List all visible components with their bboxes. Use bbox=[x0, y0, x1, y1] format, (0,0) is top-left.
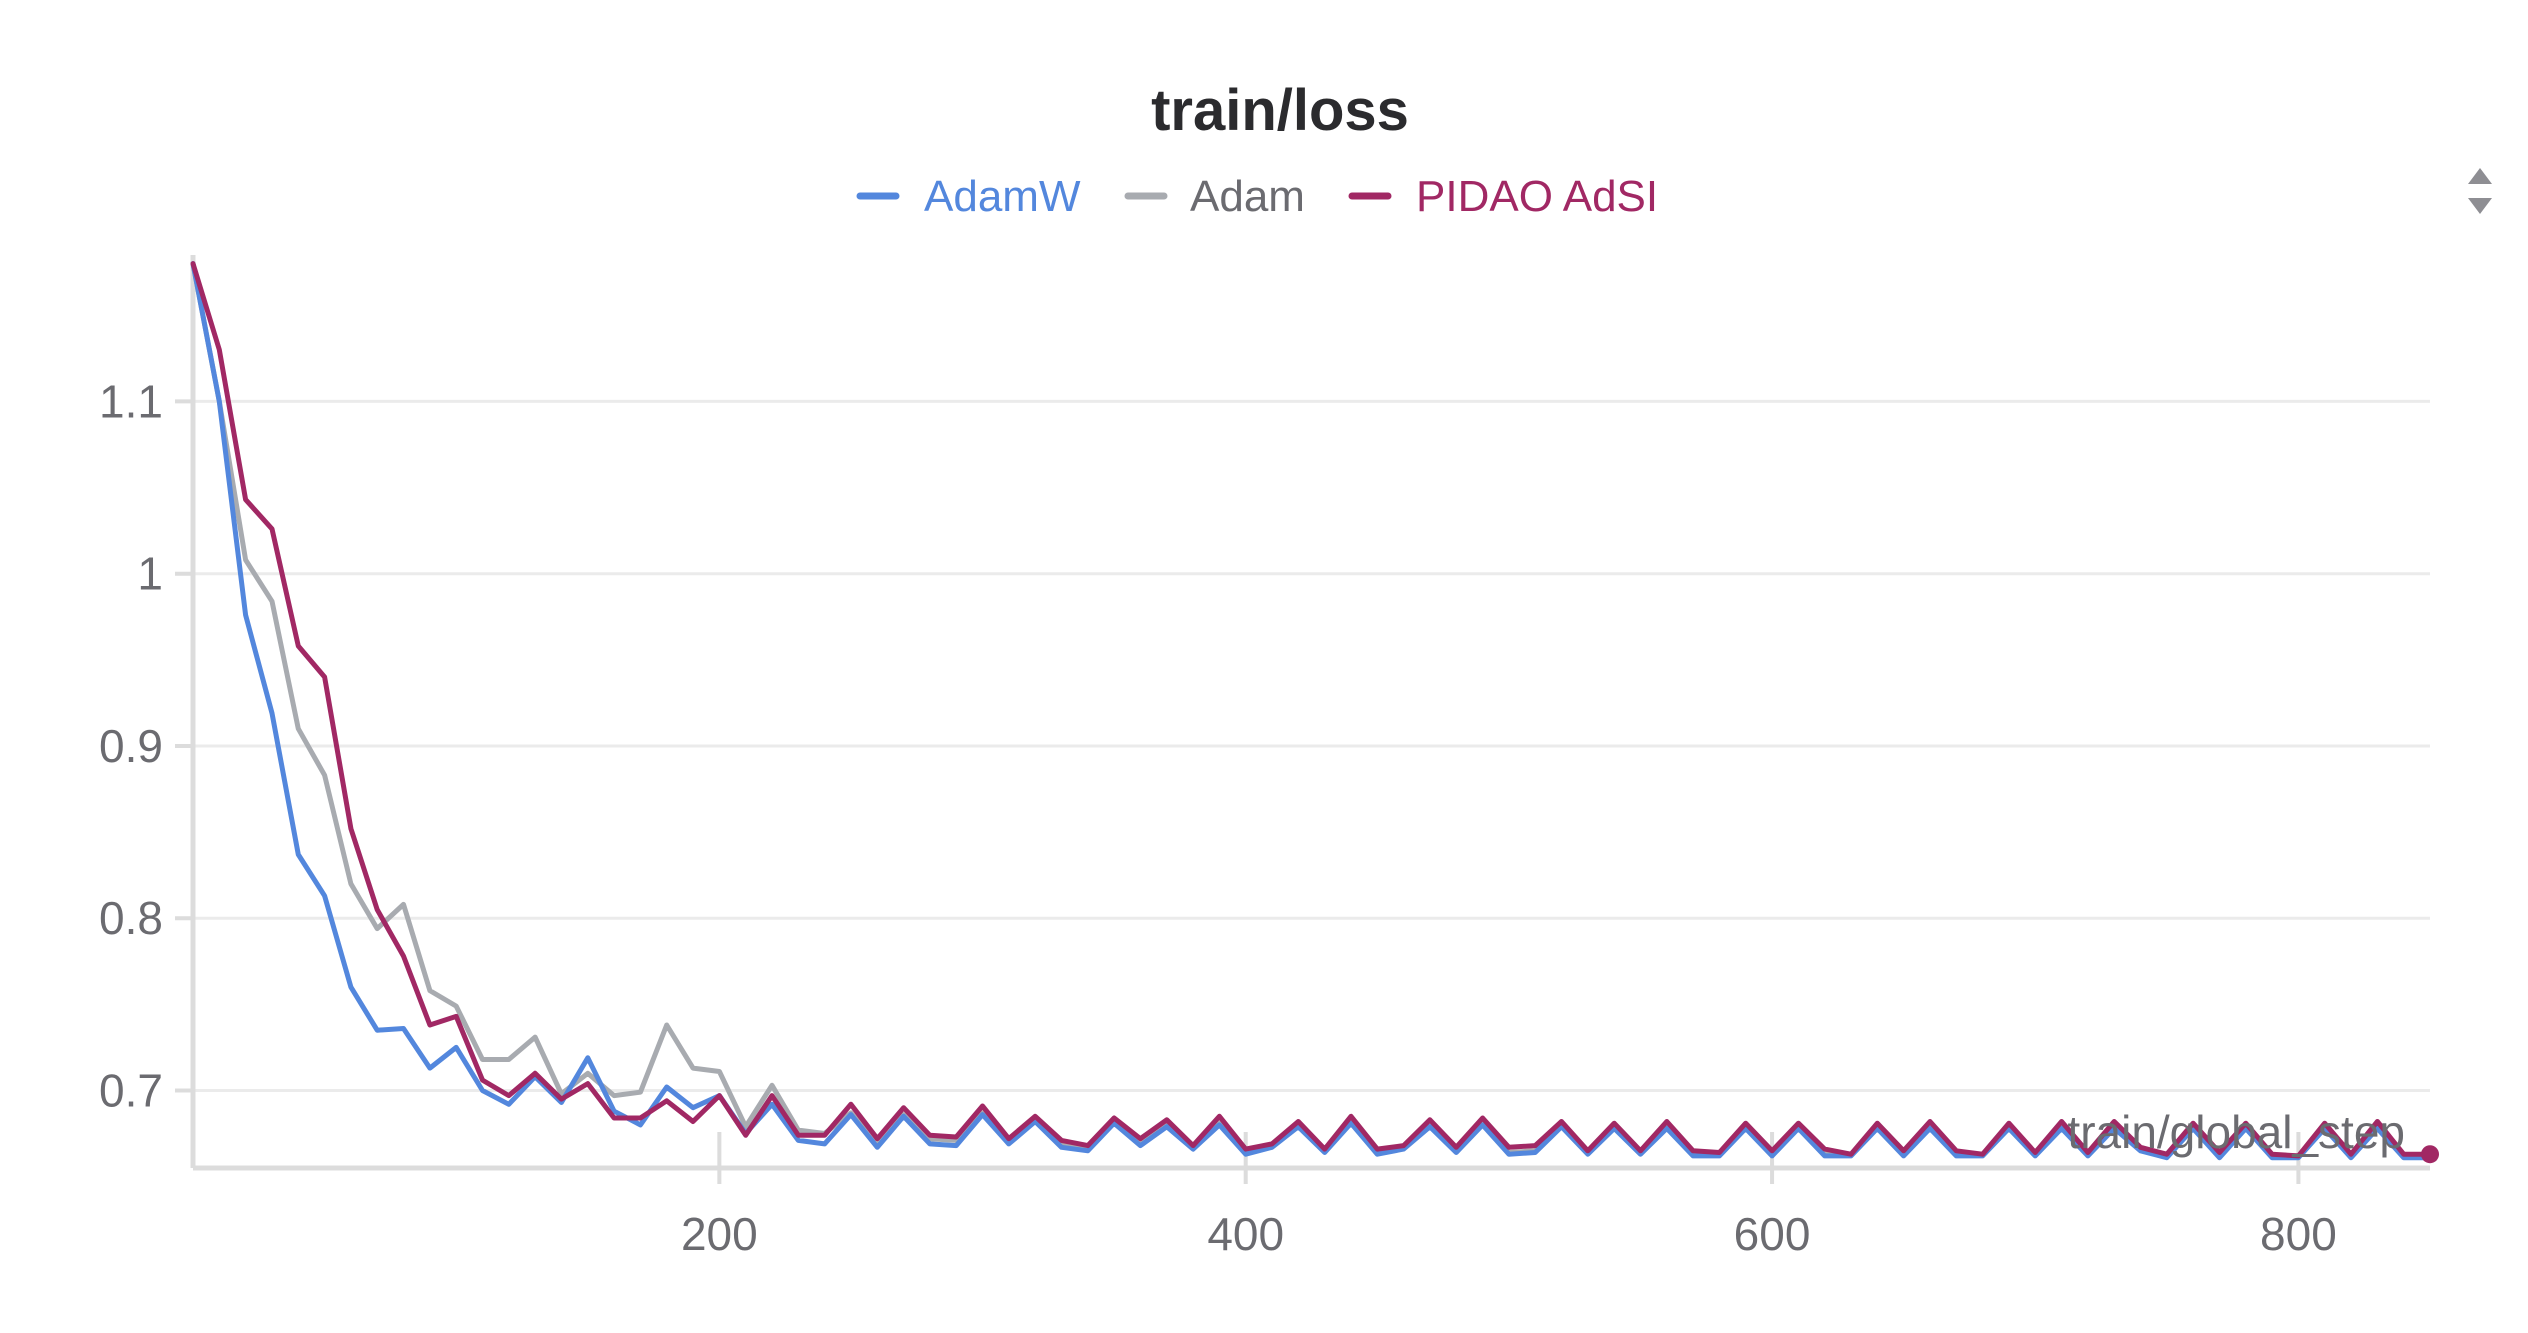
series-line-adamw bbox=[190, 261, 2433, 1161]
x-tick-label: 400 bbox=[1207, 1208, 1284, 1260]
legend-item-adam[interactable]: Adam bbox=[1124, 172, 1305, 221]
y-tick-label: 1 bbox=[137, 548, 163, 600]
grid bbox=[193, 399, 2430, 1092]
series bbox=[190, 261, 2439, 1164]
legend-label-adamw: AdamW bbox=[924, 172, 1081, 221]
series-line-adam bbox=[190, 261, 2433, 1159]
x-tick-label: 200 bbox=[681, 1208, 758, 1260]
chart-title: train/loss bbox=[1151, 78, 1409, 143]
legend-item-pidao-adsi[interactable]: PIDAO AdSI bbox=[1348, 172, 1658, 221]
y-tick-label: 0.8 bbox=[99, 892, 163, 944]
legend-item-adamw[interactable]: AdamW bbox=[856, 172, 1081, 221]
legend-label-adam: Adam bbox=[1190, 172, 1305, 221]
legend: AdamW Adam PIDAO AdSI bbox=[856, 172, 1658, 221]
y-tick-label: 1.1 bbox=[99, 375, 163, 427]
series-end-point bbox=[2421, 1145, 2439, 1164]
y-tick-label: 0.7 bbox=[99, 1064, 163, 1116]
sort-arrows-icon[interactable] bbox=[2468, 168, 2492, 214]
axes: 0.7 0.8 0.9 1 1.1 200 400 600 800 bbox=[99, 255, 2430, 1260]
x-tick-label: 600 bbox=[1734, 1208, 1811, 1260]
y-tick-label: 0.9 bbox=[99, 720, 163, 772]
legend-label-pidao-adsi: PIDAO AdSI bbox=[1416, 172, 1658, 221]
x-tick-label: 800 bbox=[2260, 1208, 2337, 1260]
series-line-pidao-adsi bbox=[190, 261, 2433, 1159]
x-axis-title: train/global_step bbox=[2067, 1106, 2405, 1158]
